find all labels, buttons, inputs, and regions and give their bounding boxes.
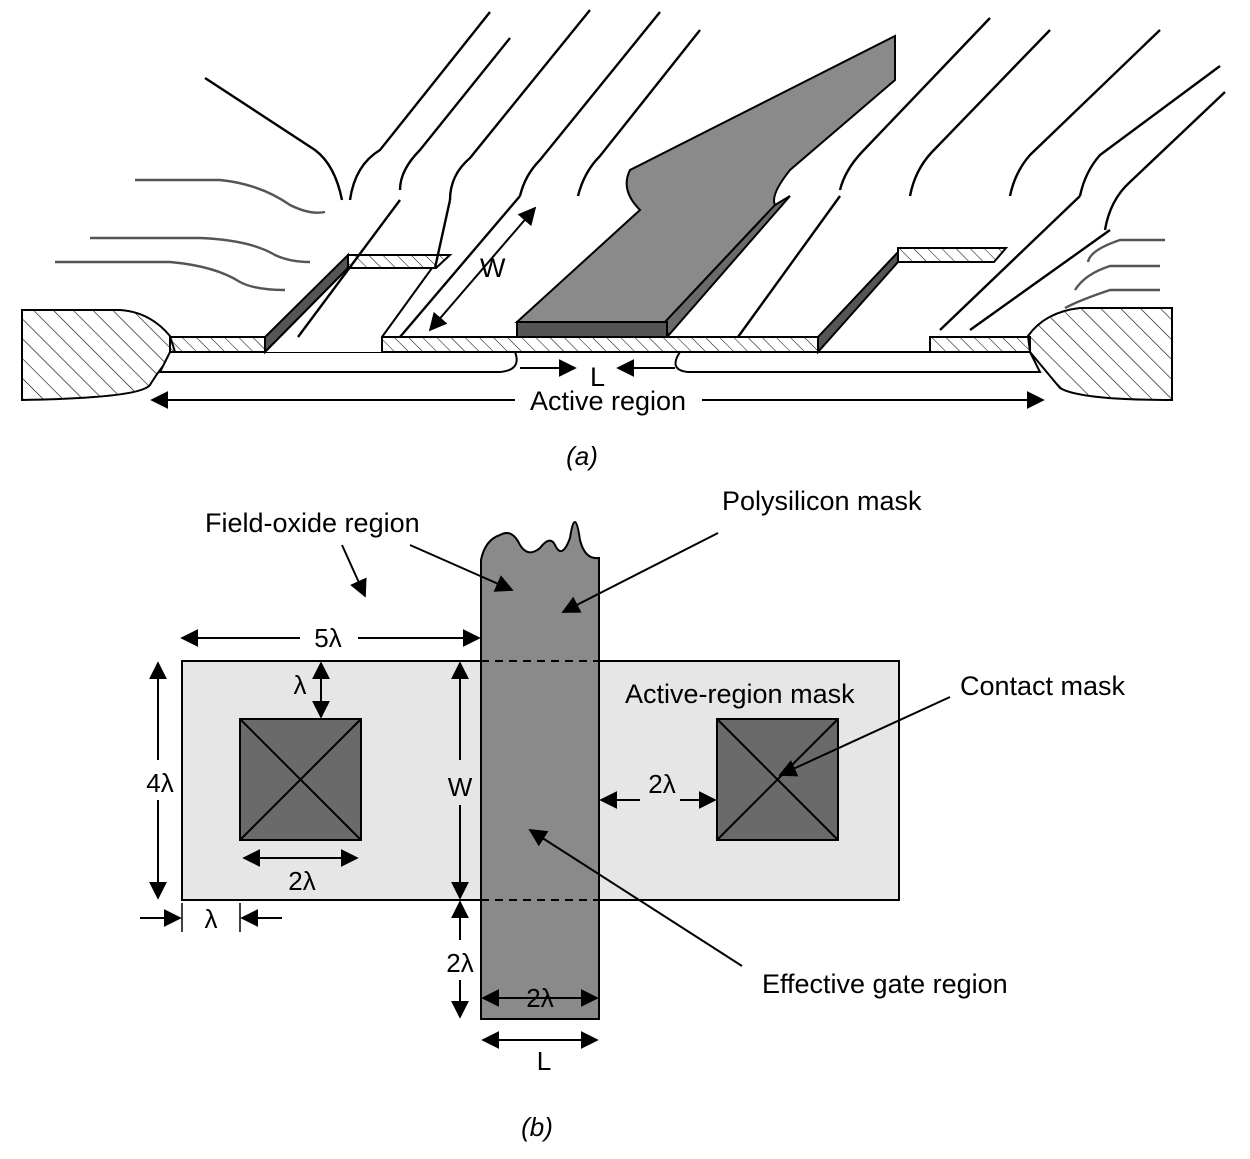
dim-2lambda-contact-label: 2λ <box>288 866 315 896</box>
poly-gate-stripe <box>514 34 896 323</box>
w-label-a: W <box>480 253 506 283</box>
field-oxide-to-poly-pointer <box>409 544 514 592</box>
caption-b: (b) <box>521 1112 553 1142</box>
dim-2lambda-poly-label: 2λ <box>526 983 553 1013</box>
contact-left <box>239 718 362 841</box>
poly-gate-front <box>516 321 668 338</box>
field-oxide-pointer <box>341 544 367 598</box>
w-dimension-arrow <box>428 206 537 332</box>
caption-a: (a) <box>566 441 598 471</box>
dim-lambda-top-label: λ <box>294 670 307 700</box>
effective-gate-pointer <box>528 829 743 967</box>
figure-b-layout: Field-oxide region Polysilicon mask Acti… <box>140 486 1126 1142</box>
polysilicon-mask-pointer <box>561 532 719 613</box>
drain-window-top <box>897 247 1009 263</box>
l-label-a: L <box>590 362 605 392</box>
figure-a-perspective: W L Active region (a) <box>21 9 1226 471</box>
field-lines <box>204 9 1226 338</box>
dim-2lambda-ext-label: 2λ <box>446 948 473 978</box>
thin-oxide-center <box>381 336 819 353</box>
field-oxide-right <box>1026 307 1173 402</box>
field-lines-grey <box>55 178 1165 310</box>
contact-right <box>716 718 839 841</box>
dim-w-label: W <box>448 772 473 802</box>
drain-window-wall <box>817 249 899 355</box>
dim-lambda-bottom-label: λ <box>205 904 218 934</box>
contact-mask-pointer <box>778 696 951 777</box>
active-region-label: Active region <box>530 386 686 416</box>
field-oxide-label: Field-oxide region <box>205 508 420 538</box>
dim-5lambda-label: 5λ <box>314 623 341 653</box>
active-region-mask-label: Active-region mask <box>625 679 855 709</box>
polysilicon-mask <box>480 521 600 1020</box>
thin-oxide-left <box>169 336 266 353</box>
dim-4lambda-label: 4λ <box>146 768 173 798</box>
dim-2lambda-space-label: 2λ <box>648 769 675 799</box>
thin-oxide-right <box>929 336 1031 353</box>
field-oxide-left <box>21 309 177 402</box>
effective-gate-label: Effective gate region <box>762 969 1008 999</box>
contact-mask-label: Contact mask <box>960 671 1126 701</box>
dim-l-label: L <box>537 1046 551 1076</box>
polysilicon-mask-label: Polysilicon mask <box>722 486 922 516</box>
